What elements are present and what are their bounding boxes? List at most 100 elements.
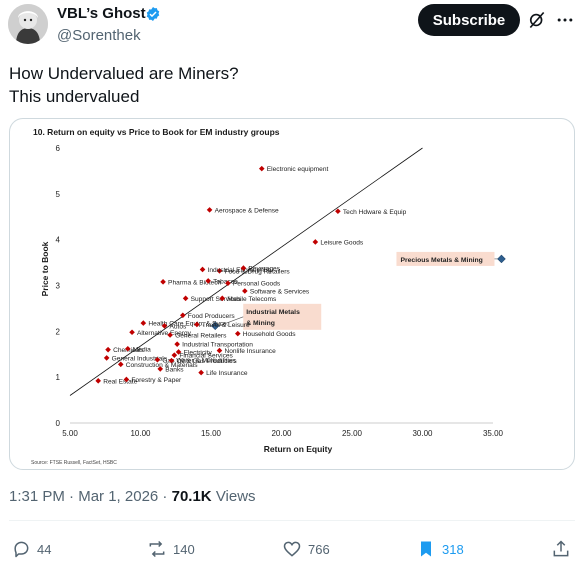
bookmark-button[interactable]: 318 <box>416 538 464 560</box>
point-label: Personal Goods <box>233 281 281 288</box>
subscribe-button[interactable]: Subscribe <box>418 4 520 36</box>
highlight-connector <box>219 316 244 327</box>
author-name[interactable]: VBL’s Ghost <box>57 5 146 22</box>
y-axis-label: Price to Book <box>40 241 50 296</box>
tweet-timestamp[interactable]: 1:31 PM · Mar 1, 2026 · 70.1K Views <box>9 488 256 505</box>
views-label: Views <box>215 488 256 505</box>
data-point <box>216 268 223 274</box>
point-label: Beverages <box>248 266 280 273</box>
highlight-labels: Precious Metals & Mining Industrial Metal… <box>210 251 506 331</box>
point-label: Tech Hdware & Equip <box>343 209 407 216</box>
y-tick-label: 0 <box>56 419 61 428</box>
share-button[interactable] <box>551 538 577 560</box>
reply-button[interactable]: 44 <box>11 538 51 560</box>
highlight-label-box <box>396 251 495 266</box>
data-point <box>234 330 241 337</box>
data-point <box>171 352 178 358</box>
y-tick-label: 1 <box>56 373 61 382</box>
chart-axes: 5.00 10.00 15.00 20.00 25.00 30.00 35.00 0 1 2 3 4 5… <box>56 144 504 438</box>
data-point <box>175 349 182 355</box>
data-point <box>258 165 265 172</box>
data-point <box>123 376 130 383</box>
repost-icon <box>149 540 165 558</box>
data-point <box>105 346 111 353</box>
trend-line <box>69 147 423 396</box>
highlight-point <box>210 321 220 331</box>
highlight-label: Precious Metals & Mining <box>400 257 482 264</box>
point-label: Leisure Goods <box>320 239 364 246</box>
x-tick-label: 15.00 <box>201 429 222 438</box>
tweet-time: 1:31 PM <box>9 488 65 505</box>
repost-count: 140 <box>173 541 195 557</box>
like-icon <box>283 541 301 557</box>
reply-count: 44 <box>37 541 52 557</box>
y-tick-label: 2 <box>56 327 61 336</box>
scatter-chart: 10. Return on equity vs Price to Book fo… <box>31 127 506 466</box>
tweet-line: This undervalued <box>9 87 140 106</box>
point-label: Industrial Engineering <box>208 267 272 274</box>
y-tick-label: 6 <box>56 144 61 153</box>
data-point <box>174 341 180 347</box>
data-point <box>129 329 135 336</box>
tweet-line: How Undervalued are Miners? <box>9 64 239 83</box>
point-label: Banks <box>165 366 184 373</box>
tweet-text: How Undervalued are Miners? This underva… <box>9 62 239 108</box>
x-tick-label: 25.00 <box>342 429 363 438</box>
bookmark-count: 318 <box>442 541 464 557</box>
data-point <box>154 356 161 363</box>
grok-icon[interactable] <box>527 10 547 30</box>
data-point <box>240 265 247 271</box>
divider <box>9 520 575 521</box>
point-label: Forestry & Paper <box>131 377 182 384</box>
x-tick-label: 30.00 <box>412 429 433 438</box>
point-label: Travel & Leisure <box>202 322 250 329</box>
x-tick-label: 20.00 <box>271 429 292 438</box>
chart-source: Source: FTSE Russell, FactSet, HSBC <box>31 460 117 466</box>
data-point <box>194 321 200 328</box>
data-point <box>219 295 226 302</box>
point-label: Household Goods <box>243 331 296 338</box>
repost-button[interactable]: 140 <box>147 538 195 560</box>
point-label: Electronic equipment <box>267 166 329 173</box>
point-label: Gas Water & Multiutilities <box>162 357 236 364</box>
point-label: Industrial Transportation <box>182 342 253 349</box>
point-label: Tobacco <box>213 278 238 285</box>
chart-title: 10. Return on equity vs Price to Book fo… <box>33 127 280 137</box>
highlight-label: Industrial Metals <box>246 309 300 316</box>
avatar[interactable] <box>8 4 48 44</box>
point-label: Support Services <box>191 296 242 303</box>
data-point <box>140 320 147 326</box>
point-label: Mobile Telecoms <box>227 296 277 303</box>
data-point <box>199 266 206 273</box>
like-button[interactable]: 766 <box>282 538 330 560</box>
point-label: Food Producers <box>188 313 236 320</box>
data-point <box>206 207 213 213</box>
data-point <box>167 332 173 338</box>
point-label: Oil & Gas Producers <box>177 358 238 365</box>
x-axis-label: Return on Equity <box>264 444 333 454</box>
avatar-image <box>8 4 48 44</box>
point-label: Chemicals <box>113 347 144 354</box>
data-point <box>312 239 319 245</box>
like-count: 766 <box>308 541 330 557</box>
data-point <box>103 355 110 361</box>
more-icon[interactable] <box>555 10 575 30</box>
author-handle[interactable]: @Sorenthek <box>57 27 141 44</box>
view-count: 70.1K <box>171 488 212 505</box>
data-point <box>225 280 231 287</box>
point-label: Pharma & Biotech <box>168 279 221 286</box>
point-label: Aerospace & Defense <box>215 207 279 214</box>
point-label: Alternative Energy <box>137 330 192 337</box>
data-point <box>180 312 186 319</box>
point-label: Nonlife Insurance <box>224 348 276 355</box>
trend-line-segment <box>69 147 423 396</box>
bookmark-icon <box>421 541 431 557</box>
x-tick-label: 10.00 <box>130 429 151 438</box>
tweet-media[interactable]: 10. Return on equity vs Price to Book fo… <box>9 118 575 470</box>
point-label: Construction & Materials <box>126 362 199 369</box>
tweet-date: Mar 1, 2026 <box>78 488 159 505</box>
share-icon <box>553 540 569 557</box>
point-label: Food & Drug Retailers <box>224 268 290 275</box>
highlight-label-box <box>243 303 322 330</box>
reply-icon <box>14 541 29 558</box>
